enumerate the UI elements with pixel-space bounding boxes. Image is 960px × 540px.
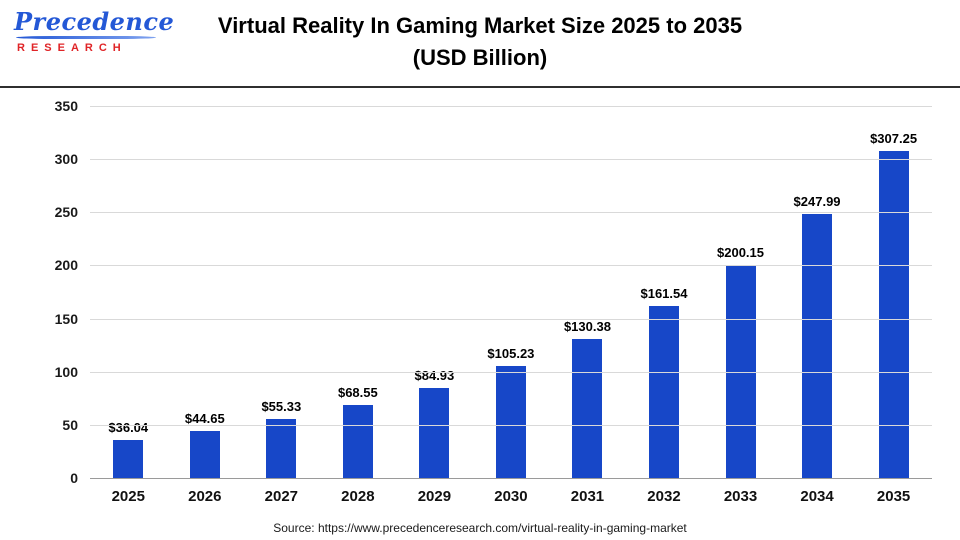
bar — [419, 387, 450, 478]
bar-value-label: $44.65 — [184, 410, 225, 426]
bar-value-label: $36.04 — [108, 419, 149, 435]
x-tick-label: 2030 — [494, 488, 528, 505]
bar-value-label: $84.93 — [414, 367, 455, 383]
x-tick-label: 2032 — [647, 488, 681, 505]
bar — [342, 405, 373, 478]
bar-group-2035: $307.25 — [855, 106, 932, 478]
y-tick-label: 100 — [54, 363, 78, 380]
bar-group-2034: $247.99 — [779, 106, 856, 478]
x-tick-label: 2029 — [417, 488, 452, 505]
source-text: Source: https://www.precedenceresearch.c… — [273, 521, 687, 535]
x-tick-label: 2035 — [876, 488, 911, 505]
x-tick-label: 2033 — [723, 488, 758, 505]
gridline — [90, 106, 932, 107]
gridline — [90, 318, 932, 320]
bar-value-label: $161.54 — [640, 286, 688, 302]
bar-value-label: $247.99 — [793, 194, 841, 210]
y-tick-label: 300 — [54, 151, 78, 168]
bar — [878, 151, 909, 478]
bar-value-label: $105.23 — [487, 346, 535, 362]
y-tick-label: 50 — [62, 416, 78, 433]
gridline — [90, 159, 932, 161]
bar — [113, 439, 144, 478]
y-tick-label: 250 — [54, 204, 78, 221]
y-tick-label: 350 — [54, 98, 78, 114]
bar-group-2026: $44.65 — [167, 106, 244, 478]
gridline — [90, 212, 932, 214]
chart-area: 0 50 100 150 200 250 300 350 $36.04 $44.65 $55.33… — [28, 98, 932, 486]
bar-group-2029: $84.93 — [396, 106, 473, 478]
x-tick-label: 2031 — [570, 488, 605, 505]
gridline — [90, 424, 932, 426]
x-tick-label: 2028 — [341, 488, 375, 505]
bar-group-2033: $200.15 — [702, 106, 779, 478]
bar-value-label: $68.55 — [337, 385, 378, 401]
gridline — [90, 265, 932, 267]
bar — [495, 366, 526, 478]
bar-group-2028: $68.55 — [320, 106, 397, 478]
x-tick-label: 2026 — [188, 488, 222, 505]
logo-subtitle: RESEARCH — [17, 42, 127, 54]
bar — [572, 339, 603, 478]
bar-value-label: $200.15 — [717, 245, 765, 261]
x-tick-label: 2034 — [800, 488, 834, 505]
bar-value-label: $130.38 — [563, 319, 611, 335]
x-tick-label: 2025 — [111, 488, 145, 505]
header: Precedence RESEARCH Virtual Reality In G… — [0, 0, 960, 88]
bar-value-label: $307.25 — [870, 131, 918, 147]
bar-group-2031: $130.38 — [549, 106, 626, 478]
y-axis: 0 50 100 150 200 250 300 350 — [28, 98, 90, 486]
y-tick-label: 0 — [70, 470, 78, 486]
x-axis-baseline — [90, 478, 932, 479]
bar — [266, 419, 297, 478]
precedence-research-logo: Precedence RESEARCH — [14, 7, 184, 55]
bars-row: $36.04 $44.65 $55.33 $68.55 $84.93 $105.23 $13… — [90, 106, 932, 478]
bar-group-2032: $161.54 — [626, 106, 703, 478]
bar-group-2025: $36.04 — [90, 106, 167, 478]
bar — [189, 430, 220, 478]
x-axis: 2025 2026 2027 2028 2029 2030 2031 2032 2033 2034… — [90, 488, 932, 505]
y-tick-label: 150 — [54, 310, 78, 327]
bar-group-2030: $105.23 — [473, 106, 550, 478]
bar — [725, 265, 756, 478]
bar — [802, 214, 833, 478]
plot-area: $36.04 $44.65 $55.33 $68.55 $84.93 $105.23 $13… — [90, 106, 932, 479]
bar-group-2027: $55.33 — [243, 106, 320, 478]
gridline — [90, 371, 932, 373]
logo-swoosh-icon — [16, 36, 156, 39]
bar-value-label: $55.33 — [261, 399, 302, 415]
y-tick-label: 200 — [54, 257, 78, 274]
logo-wordmark: Precedence — [14, 7, 175, 36]
bar — [648, 306, 679, 478]
x-tick-label: 2027 — [264, 488, 299, 505]
